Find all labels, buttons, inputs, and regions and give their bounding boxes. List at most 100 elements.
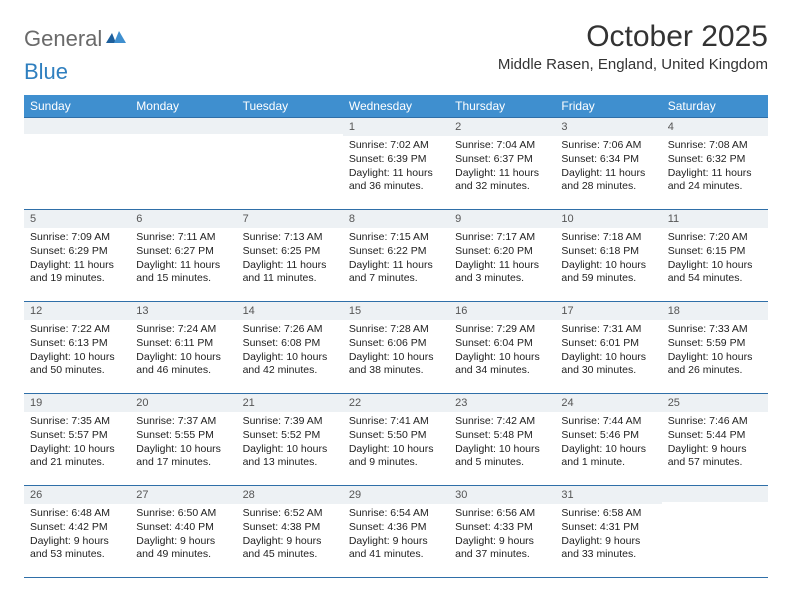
daylight-text: Daylight: 11 hours and 24 minutes. <box>668 167 762 194</box>
sunset-text: Sunset: 6:22 PM <box>349 245 443 259</box>
calendar-week-row: 12 Sunrise: 7:22 AMSunset: 6:13 PM Dayligh… <box>24 302 768 394</box>
sunrise-text: Sunrise: 6:50 AM <box>136 507 230 521</box>
daylight-text: Daylight: 11 hours and 11 minutes. <box>243 259 337 286</box>
day-number: 18 <box>662 302 768 320</box>
daylight-text: Daylight: 9 hours and 57 minutes. <box>668 443 762 470</box>
sunrise-text: Sunrise: 7:22 AM <box>30 323 124 337</box>
sunrise-text: Sunrise: 7:31 AM <box>561 323 655 337</box>
day-number: 22 <box>343 394 449 412</box>
day-body: Sunrise: 6:48 AMSunset: 4:42 PMDaylight:… <box>24 504 130 566</box>
day-number <box>237 118 343 134</box>
calendar-day-cell <box>24 118 130 210</box>
calendar-week-row: 5Sunrise: 7:09 AMSunset: 6:29 PMDaylight… <box>24 210 768 302</box>
daylight-text: Daylight: 10 hours and 1 minute. <box>561 443 655 470</box>
calendar-day-cell <box>662 486 768 578</box>
day-body: Sunrise: 6:50 AMSunset: 4:40 PMDaylight:… <box>130 504 236 566</box>
dayheader-wed: Wednesday <box>343 95 449 118</box>
day-number: 16 <box>449 302 555 320</box>
daylight-text: Daylight: 10 hours and 34 minutes. <box>455 351 549 378</box>
location: Middle Rasen, England, United Kingdom <box>498 56 768 73</box>
sunrise-text: Sunrise: 7:35 AM <box>30 415 124 429</box>
daylight-text: Daylight: 10 hours and 21 minutes. <box>30 443 124 470</box>
calendar-day-cell: 7Sunrise: 7:13 AMSunset: 6:25 PMDaylight… <box>237 210 343 302</box>
day-number: 25 <box>662 394 768 412</box>
day-number: 23 <box>449 394 555 412</box>
day-number <box>24 118 130 134</box>
sunset-text: Sunset: 6:18 PM <box>561 245 655 259</box>
calendar-day-cell: 1Sunrise: 7:02 AMSunset: 6:39 PMDaylight… <box>343 118 449 210</box>
sunrise-text: Sunrise: 7:17 AM <box>455 231 549 245</box>
dayheader-mon: Monday <box>130 95 236 118</box>
calendar-week-row: 19Sunrise: 7:35 AMSunset: 5:57 PMDayligh… <box>24 394 768 486</box>
day-body: Sunrise: 7:31 AMSunset: 6:01 PMDaylight:… <box>555 320 661 382</box>
day-body <box>662 502 768 509</box>
day-number: 2 <box>449 118 555 136</box>
sunrise-text: Sunrise: 6:48 AM <box>30 507 124 521</box>
sunrise-text: Sunrise: 7:24 AM <box>136 323 230 337</box>
daylight-text: Daylight: 10 hours and 54 minutes. <box>668 259 762 286</box>
sunset-text: Sunset: 5:57 PM <box>30 429 124 443</box>
sunrise-text: Sunrise: 7:13 AM <box>243 231 337 245</box>
day-body <box>130 134 236 141</box>
day-number: 1 <box>343 118 449 136</box>
dayheader-thu: Thursday <box>449 95 555 118</box>
sunset-text: Sunset: 4:38 PM <box>243 521 337 535</box>
daylight-text: Daylight: 10 hours and 30 minutes. <box>561 351 655 378</box>
daylight-text: Daylight: 10 hours and 46 minutes. <box>136 351 230 378</box>
logo: General <box>24 20 132 52</box>
calendar-day-cell: 21Sunrise: 7:39 AMSunset: 5:52 PMDayligh… <box>237 394 343 486</box>
day-body: Sunrise: 6:58 AMSunset: 4:31 PMDaylight:… <box>555 504 661 566</box>
day-number: 9 <box>449 210 555 228</box>
calendar-day-cell <box>237 118 343 210</box>
calendar-day-cell <box>130 118 236 210</box>
sunset-text: Sunset: 5:59 PM <box>668 337 762 351</box>
day-number: 7 <box>237 210 343 228</box>
day-body: Sunrise: 7:24 AMSunset: 6:11 PMDaylight:… <box>130 320 236 382</box>
day-number <box>130 118 236 134</box>
sunrise-text: Sunrise: 7:06 AM <box>561 139 655 153</box>
day-number: 26 <box>24 486 130 504</box>
sunset-text: Sunset: 6:13 PM <box>30 337 124 351</box>
sunset-text: Sunset: 6:08 PM <box>243 337 337 351</box>
day-number: 21 <box>237 394 343 412</box>
month-title: October 2025 <box>498 20 768 54</box>
daylight-text: Daylight: 9 hours and 41 minutes. <box>349 535 443 562</box>
sunrise-text: Sunrise: 7:02 AM <box>349 139 443 153</box>
calendar-day-cell: 8Sunrise: 7:15 AMSunset: 6:22 PMDaylight… <box>343 210 449 302</box>
daylight-text: Daylight: 11 hours and 32 minutes. <box>455 167 549 194</box>
day-body: Sunrise: 7:46 AMSunset: 5:44 PMDaylight:… <box>662 412 768 474</box>
day-body: Sunrise: 7:26 AMSunset: 6:08 PMDaylight:… <box>237 320 343 382</box>
calendar-day-cell: 28Sunrise: 6:52 AMSunset: 4:38 PMDayligh… <box>237 486 343 578</box>
daylight-text: Daylight: 10 hours and 13 minutes. <box>243 443 337 470</box>
day-number: 6 <box>130 210 236 228</box>
daylight-text: Daylight: 10 hours and 42 minutes. <box>243 351 337 378</box>
day-body: Sunrise: 7:42 AMSunset: 5:48 PMDaylight:… <box>449 412 555 474</box>
day-number: 8 <box>343 210 449 228</box>
sunrise-text: Sunrise: 7:26 AM <box>243 323 337 337</box>
day-body: Sunrise: 7:11 AMSunset: 6:27 PMDaylight:… <box>130 228 236 290</box>
logo-text-general: General <box>24 26 102 52</box>
day-body: Sunrise: 7:41 AMSunset: 5:50 PMDaylight:… <box>343 412 449 474</box>
day-number: 10 <box>555 210 661 228</box>
calendar-header-row: Sunday Monday Tuesday Wednesday Thursday… <box>24 95 768 118</box>
daylight-text: Daylight: 9 hours and 53 minutes. <box>30 535 124 562</box>
sunset-text: Sunset: 6:37 PM <box>455 153 549 167</box>
calendar-day-cell: 24Sunrise: 7:44 AMSunset: 5:46 PMDayligh… <box>555 394 661 486</box>
calendar-day-cell: 29Sunrise: 6:54 AMSunset: 4:36 PMDayligh… <box>343 486 449 578</box>
day-body: Sunrise: 7:44 AMSunset: 5:46 PMDaylight:… <box>555 412 661 474</box>
day-body: Sunrise: 7:33 AMSunset: 5:59 PMDaylight:… <box>662 320 768 382</box>
day-number: 28 <box>237 486 343 504</box>
daylight-text: Daylight: 11 hours and 7 minutes. <box>349 259 443 286</box>
calendar-day-cell: 27Sunrise: 6:50 AMSunset: 4:40 PMDayligh… <box>130 486 236 578</box>
day-number: 12 <box>24 302 130 320</box>
calendar-table: Sunday Monday Tuesday Wednesday Thursday… <box>24 95 768 578</box>
sunrise-text: Sunrise: 7:08 AM <box>668 139 762 153</box>
daylight-text: Daylight: 9 hours and 37 minutes. <box>455 535 549 562</box>
sunrise-text: Sunrise: 7:20 AM <box>668 231 762 245</box>
sunset-text: Sunset: 6:11 PM <box>136 337 230 351</box>
calendar-day-cell: 11Sunrise: 7:20 AMSunset: 6:15 PMDayligh… <box>662 210 768 302</box>
sunset-text: Sunset: 6:39 PM <box>349 153 443 167</box>
calendar-day-cell: 30Sunrise: 6:56 AMSunset: 4:33 PMDayligh… <box>449 486 555 578</box>
day-number: 13 <box>130 302 236 320</box>
day-body: Sunrise: 7:08 AMSunset: 6:32 PMDaylight:… <box>662 136 768 198</box>
